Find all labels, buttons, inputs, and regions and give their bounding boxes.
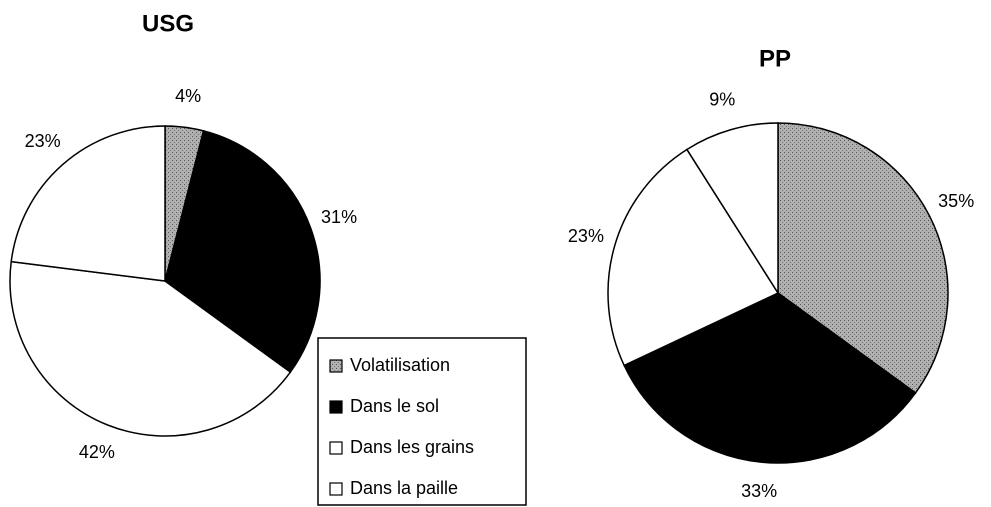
data-label: 4%	[175, 86, 201, 106]
legend-swatch	[329, 482, 343, 496]
legend-swatch	[329, 441, 343, 455]
pie-slice	[777, 122, 949, 394]
data-label: 23%	[568, 226, 604, 246]
data-label: 35%	[938, 191, 974, 211]
data-label: 42%	[79, 442, 115, 462]
legend-label: Dans le sol	[350, 396, 439, 416]
pie-slice	[164, 129, 321, 374]
data-label: 9%	[709, 90, 735, 110]
legend-swatch	[329, 400, 343, 414]
data-label: 23%	[25, 131, 61, 151]
data-label: 33%	[741, 481, 777, 501]
legend-label: Volatilisation	[350, 355, 450, 375]
legend-label: Dans les grains	[350, 437, 474, 457]
pie-slice	[623, 292, 917, 464]
pie-slice	[9, 260, 292, 437]
pie-slice	[685, 122, 779, 296]
pie-slice	[607, 148, 780, 367]
data-label: 31%	[321, 207, 357, 227]
pie-slice	[10, 125, 166, 282]
legend-label: Dans la paille	[350, 478, 458, 498]
legend-swatch	[329, 359, 343, 373]
chart-title: PP	[759, 45, 791, 72]
chart-title: USG	[142, 10, 194, 37]
legend-box	[317, 337, 527, 506]
